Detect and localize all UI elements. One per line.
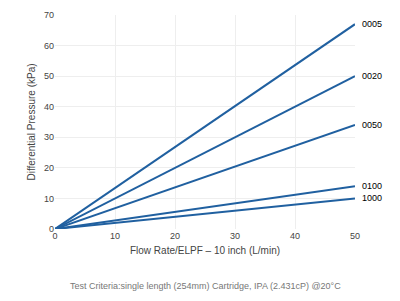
svg-text:0020: 0020	[362, 71, 382, 81]
svg-text:10: 10	[110, 231, 120, 241]
svg-text:0: 0	[49, 224, 54, 234]
svg-text:0005: 0005	[362, 19, 382, 29]
svg-text:Flow Rate/ELPF – 10 inch (L/mi: Flow Rate/ELPF – 10 inch (L/min)	[130, 245, 280, 256]
svg-text:0050: 0050	[362, 120, 382, 130]
svg-text:Test Criteria:single length (2: Test Criteria:single length (254mm) Cart…	[70, 281, 341, 291]
svg-text:70: 70	[44, 10, 54, 20]
svg-text:20: 20	[170, 231, 180, 241]
svg-text:30: 30	[44, 132, 54, 142]
svg-text:50: 50	[44, 71, 54, 81]
svg-text:30: 30	[230, 231, 240, 241]
svg-text:0100: 0100	[362, 181, 382, 191]
svg-text:60: 60	[44, 41, 54, 51]
svg-text:40: 40	[44, 102, 54, 112]
svg-text:1000: 1000	[362, 193, 382, 203]
svg-text:10: 10	[44, 194, 54, 204]
svg-text:50: 50	[350, 231, 360, 241]
svg-text:40: 40	[290, 231, 300, 241]
svg-text:0: 0	[52, 231, 57, 241]
svg-text:20: 20	[44, 163, 54, 173]
svg-text:Differential Pressure (kPa): Differential Pressure (kPa)	[26, 63, 37, 180]
